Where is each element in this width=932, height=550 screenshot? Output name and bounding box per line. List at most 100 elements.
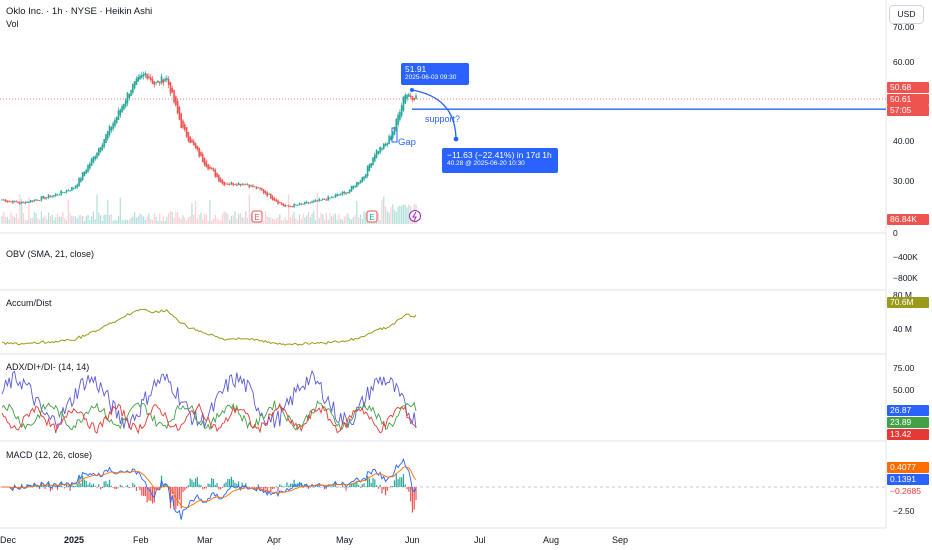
macd-histogram-bar [254, 487, 256, 489]
currency-button[interactable]: USD [889, 5, 924, 24]
candle-body [151, 78, 154, 84]
candle-body [11, 201, 14, 204]
candle-body [201, 153, 204, 163]
volume-bar [1, 216, 3, 224]
candle-body [189, 136, 191, 144]
macd-histogram-bar [99, 487, 102, 490]
macd-histogram-bar [293, 479, 295, 487]
volume-bar [89, 220, 91, 224]
macd-histogram-bar [347, 486, 349, 488]
candle-body [273, 198, 276, 201]
candle-body [175, 96, 177, 106]
candle-body [123, 103, 125, 110]
volume-bar [65, 220, 68, 224]
accum-title: Accum/Dist [6, 298, 52, 308]
candle-body [40, 196, 43, 201]
candle-body [409, 95, 412, 97]
macd-histogram-bar [83, 479, 86, 487]
volume-bar [379, 220, 381, 224]
volume-bar [388, 212, 390, 224]
candle-body [155, 82, 157, 84]
x-tick-dec: Dec [0, 535, 17, 545]
macd-histogram-bar [370, 482, 372, 487]
volume-bar [307, 211, 310, 224]
candle-body [56, 194, 59, 196]
x-tick-aug: Aug [543, 535, 560, 545]
macd-histogram-bar [340, 487, 342, 488]
volume-bar [191, 202, 193, 224]
volume-bar [237, 214, 240, 224]
macd-histogram-bar [69, 487, 71, 491]
volume-bar [284, 217, 286, 224]
volume-bar [64, 218, 66, 224]
volume-bar [144, 219, 146, 224]
volume-bar [349, 218, 351, 224]
candle-body [85, 169, 88, 174]
volume-bar [209, 200, 211, 224]
macd-histogram-bar [291, 483, 293, 487]
volume-bar [336, 219, 338, 224]
x-tick-jul: Jul [474, 535, 486, 545]
last-price-tag: 50.68 [887, 82, 929, 93]
volume-bar [180, 219, 182, 224]
candle-body [327, 196, 329, 201]
volume-bar [263, 220, 265, 224]
volume-bar [198, 214, 200, 224]
candle-body [42, 195, 45, 199]
volume-bar [99, 215, 102, 224]
volume-bar [236, 218, 238, 224]
candle-body [379, 147, 381, 153]
macd-histogram-bar [338, 486, 340, 488]
volume-bar [392, 204, 394, 224]
macd-histogram-bar [135, 487, 138, 491]
volume-bar [306, 215, 308, 224]
macd-histogram-bar [248, 487, 250, 489]
macd-histogram-bar [367, 475, 369, 487]
adx-value-tag: 26.87 [887, 405, 929, 416]
candle-body [121, 106, 123, 113]
candle-body [338, 194, 340, 196]
candle-body [142, 74, 145, 77]
macd-histogram-bar [309, 487, 311, 488]
macd-histogram-bar [383, 487, 385, 490]
volume-bar [408, 204, 410, 224]
volume-bar [361, 218, 363, 224]
candle-body [393, 127, 396, 135]
candle-body [167, 79, 170, 86]
macd-histogram-bar [153, 487, 155, 503]
candle-body [400, 105, 403, 116]
macd-histogram-bar [241, 482, 243, 487]
volume-bar [232, 215, 234, 224]
candle-body [384, 144, 387, 147]
volume-bar [157, 220, 159, 224]
bid-price-tag: 50.61 [887, 94, 929, 105]
x-tick-feb: Feb [133, 535, 149, 545]
candle-body [37, 200, 39, 201]
macd-histogram-bar [169, 487, 172, 509]
volume-bar [121, 220, 123, 224]
volume-bar [53, 220, 55, 224]
candle-body [49, 196, 52, 198]
macd-histogram-bar [184, 487, 186, 491]
macd-histogram-bar [322, 486, 324, 488]
candle-body [408, 94, 410, 97]
volume-bar [141, 214, 143, 224]
macd-histogram-bar [352, 483, 354, 487]
macd-histogram-bar [280, 485, 283, 487]
candle-body [99, 147, 102, 152]
candle-body [221, 180, 224, 184]
adx-title: ADX/DI+/DI- (14, 14) [6, 362, 90, 372]
adx-tick-75: 75.00 [893, 363, 915, 373]
volume-bar [205, 214, 207, 224]
macd-histogram-bar [264, 487, 267, 489]
volume-bar [298, 214, 301, 224]
candle-body [402, 96, 405, 111]
macd-histogram-bar [358, 484, 360, 487]
macd-histogram-bar [223, 483, 225, 487]
lightning-icon [412, 211, 417, 222]
candle-body [89, 163, 91, 169]
candle-body [194, 143, 197, 149]
macd-histogram-bar [345, 487, 347, 491]
candle-body [6, 200, 9, 202]
